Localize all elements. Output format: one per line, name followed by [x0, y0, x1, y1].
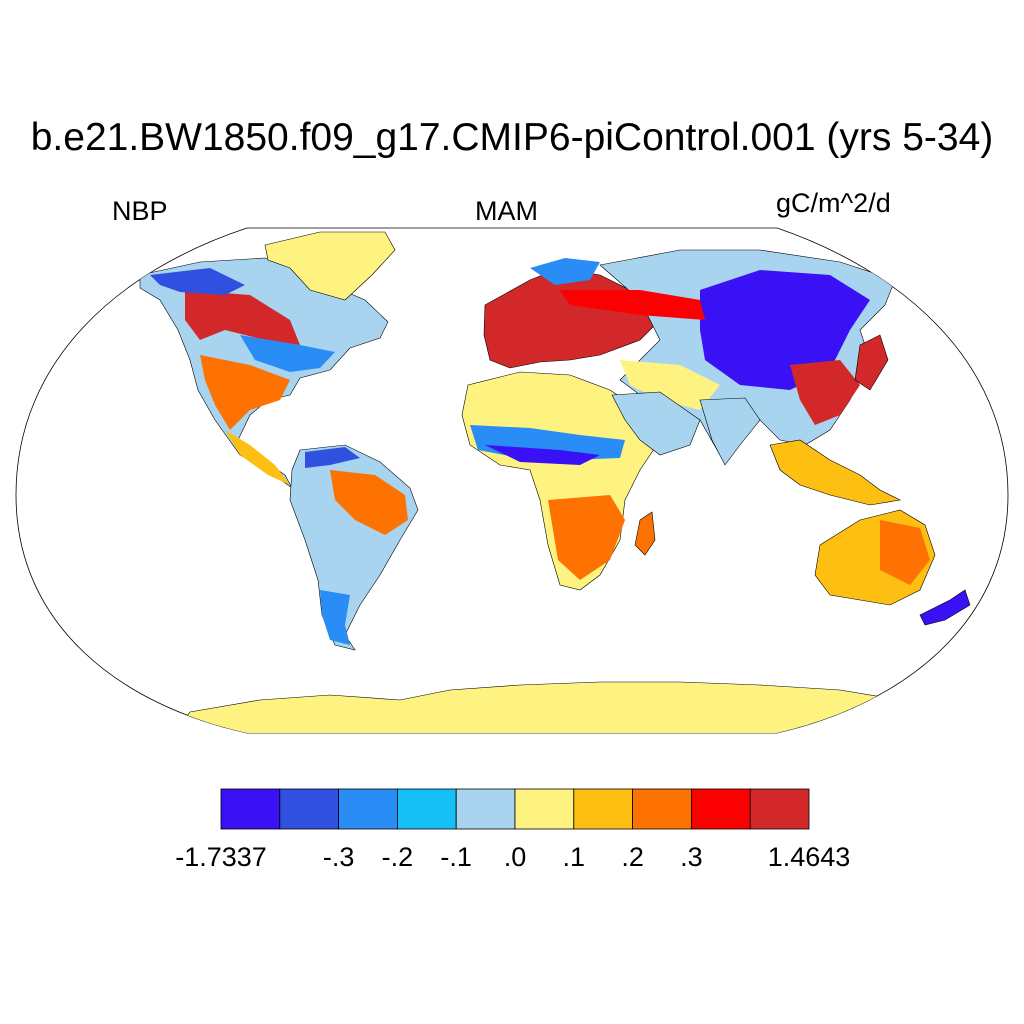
region-south-africa-orange: [548, 495, 625, 580]
colorbar-box-5: [514, 788, 575, 830]
colorbar-box-4: [455, 788, 516, 830]
land-madagascar: [634, 511, 656, 556]
region-na-blue: [150, 268, 245, 295]
land-japan: [854, 334, 889, 391]
colorbar-label-7: .3: [680, 842, 703, 872]
colorbar-label-4: .0: [503, 842, 527, 872]
region-scandinavia-blue: [530, 258, 600, 285]
colorbar-label-2: -.2: [381, 842, 414, 872]
region-sahel-darkblue: [485, 445, 600, 465]
region-east-asia-red: [790, 360, 860, 425]
region-na-midwest-blue: [240, 335, 335, 372]
colorbar-box-2: [338, 788, 398, 830]
region-siberia-darkblue: [700, 270, 870, 390]
colorbar-box-0: [220, 788, 281, 830]
region-na-west-red: [185, 290, 300, 345]
colorbar-label-5: .1: [562, 842, 586, 872]
region-amazon-orange: [330, 470, 408, 535]
region-asia-red-band: [560, 290, 705, 320]
colorbar-box-3: [396, 788, 457, 830]
region-central-asia-yellow: [620, 360, 720, 410]
colorbar-label-8: 1.4643: [767, 842, 851, 872]
units-label: gC/m^2/d: [776, 188, 891, 218]
season-label: MAM: [475, 196, 538, 226]
colorbar-box-9: [749, 788, 810, 830]
colorbar-label-3: -.1: [440, 842, 472, 872]
colorbar-box-7: [632, 788, 692, 830]
colorbar-label-1: -.3: [322, 842, 355, 872]
plot-title: b.e21.BW1850.f09_g17.CMIP6-piControl.001…: [30, 116, 994, 159]
variable-label: NBP: [112, 196, 168, 226]
colorbar-box-1: [279, 788, 339, 830]
land-india: [699, 397, 761, 466]
land-greenland: [264, 231, 396, 301]
region-australia-east-orange: [880, 520, 930, 585]
land-new-zealand: [919, 589, 971, 626]
land-se-asia: [769, 439, 901, 506]
colorbar-box-8: [691, 788, 751, 830]
colorbar-box-6: [573, 788, 633, 830]
colorbar-label-0: -1.7337: [175, 842, 267, 872]
region-sa-south-blue: [320, 590, 350, 645]
region-sa-north-blue: [305, 447, 360, 468]
land-arabia: [611, 391, 701, 456]
colorbar-label-6: .2: [621, 842, 644, 872]
region-central-america: [225, 430, 290, 485]
region-na-south-orange: [200, 355, 290, 430]
